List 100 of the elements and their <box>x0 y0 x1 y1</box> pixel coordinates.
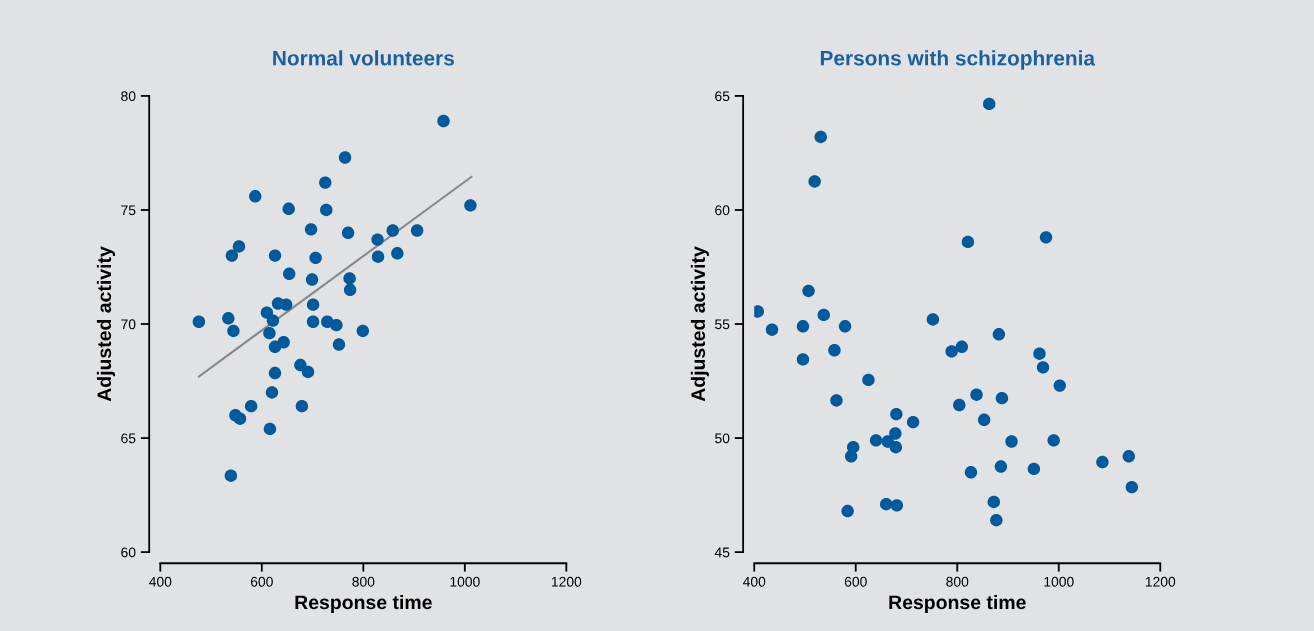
point <box>268 366 282 380</box>
x-tick-label: 1000 <box>1044 576 1074 587</box>
chart-title: Persons with schizophrenia <box>820 50 1096 70</box>
point <box>330 318 343 332</box>
point <box>838 320 852 333</box>
point <box>926 313 940 326</box>
point <box>1033 347 1046 360</box>
point <box>338 151 352 164</box>
point <box>953 398 966 412</box>
point <box>244 399 258 413</box>
chart-title: Normal volunteers <box>273 50 454 66</box>
y-tick-label: 50 <box>715 433 730 444</box>
point <box>232 240 246 253</box>
x-axis-title: Response time <box>889 594 1026 614</box>
point <box>1039 231 1053 244</box>
point <box>1125 480 1139 494</box>
point <box>990 513 1003 527</box>
x-tick-label: 1200 <box>551 576 582 587</box>
point <box>222 312 235 325</box>
point <box>830 394 843 407</box>
point <box>233 412 247 425</box>
x-tick-label: 800 <box>352 576 375 587</box>
point <box>410 224 424 237</box>
point <box>1036 361 1050 374</box>
point <box>889 440 903 454</box>
point <box>889 427 902 440</box>
y-tick-label: 60 <box>715 205 730 216</box>
point <box>1027 462 1041 476</box>
point <box>266 314 280 327</box>
point <box>869 434 883 447</box>
point <box>319 176 332 189</box>
point <box>295 399 309 413</box>
point <box>945 345 958 358</box>
x-tick-label: 600 <box>844 576 867 587</box>
x-tick-label: 600 <box>250 576 273 587</box>
point <box>992 328 1006 341</box>
point <box>309 251 322 265</box>
point <box>955 340 969 354</box>
point <box>964 466 978 479</box>
point <box>263 422 277 436</box>
point <box>306 298 320 311</box>
x-tick-label: 400 <box>149 576 172 587</box>
point <box>802 284 815 298</box>
point <box>796 353 810 366</box>
point <box>265 386 279 399</box>
point <box>268 249 282 262</box>
point <box>343 272 356 285</box>
x-tick-label: 1000 <box>450 576 480 587</box>
y-tick-label: 75 <box>121 205 136 216</box>
point <box>1122 450 1136 463</box>
point <box>279 298 293 311</box>
point <box>1005 435 1018 448</box>
point <box>841 504 854 518</box>
y-axis-title: Adjusted activity <box>690 246 709 402</box>
point <box>987 495 1000 509</box>
point <box>304 223 318 236</box>
point <box>796 320 810 333</box>
point <box>890 407 903 421</box>
point <box>961 235 975 249</box>
point <box>371 233 384 246</box>
y-tick-label: 65 <box>121 433 136 444</box>
point <box>294 358 307 372</box>
point <box>970 388 983 401</box>
point <box>828 344 841 357</box>
point <box>371 250 385 263</box>
point <box>994 460 1008 473</box>
point <box>227 324 240 338</box>
point <box>343 283 357 297</box>
y-tick-label: 60 <box>121 547 136 558</box>
point <box>386 224 399 237</box>
point <box>765 323 779 336</box>
point <box>249 190 262 203</box>
point <box>862 373 875 387</box>
y-axis-title: Adjusted activity <box>96 246 115 402</box>
point <box>192 315 206 328</box>
point <box>1096 455 1109 469</box>
y-tick-label: 80 <box>121 91 136 102</box>
point <box>341 226 355 239</box>
point <box>263 326 276 340</box>
point <box>464 199 477 212</box>
point <box>808 175 821 188</box>
point <box>301 365 315 379</box>
point <box>890 499 904 512</box>
point <box>332 338 346 351</box>
point <box>977 413 991 427</box>
point <box>1053 379 1066 392</box>
point <box>391 247 404 260</box>
point <box>224 469 238 482</box>
point <box>306 315 320 328</box>
point <box>283 267 296 281</box>
y-tick-label: 45 <box>714 547 730 558</box>
point <box>844 450 858 463</box>
x-axis-title: Response time <box>295 594 432 614</box>
point <box>814 130 827 144</box>
point <box>817 308 830 322</box>
point <box>906 415 920 429</box>
x-tick-label: 800 <box>946 576 969 587</box>
point <box>356 324 370 338</box>
point <box>268 340 282 354</box>
point <box>282 202 295 216</box>
